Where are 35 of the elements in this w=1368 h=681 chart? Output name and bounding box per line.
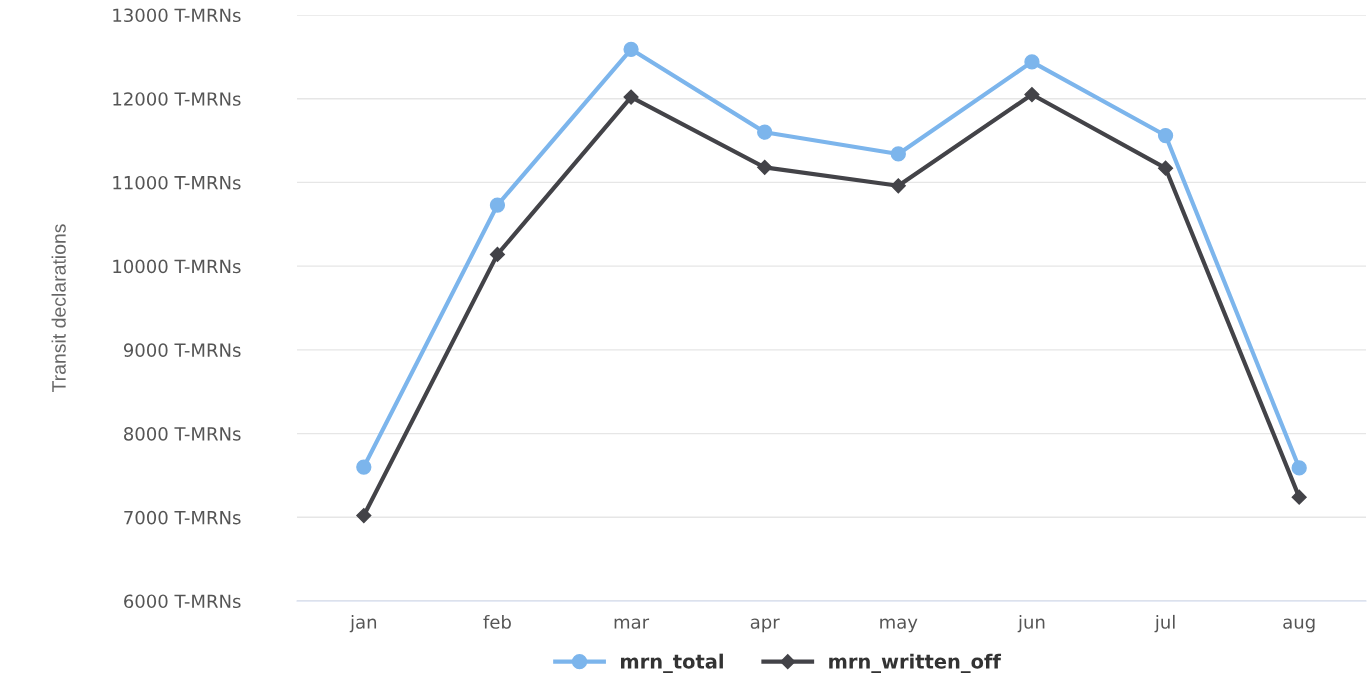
x-tick-label: apr — [750, 618, 780, 633]
y-axis-title: Transit declarations — [51, 224, 66, 393]
legend-label: mrn_total — [621, 653, 723, 674]
y-tick-label: 13000 T-MRNs — [113, 8, 241, 23]
x-tick-label: jun — [1017, 614, 1045, 633]
point — [489, 197, 506, 213]
x-tick-label: aug — [1283, 618, 1315, 633]
legend-label: mrn_written_off — [829, 653, 1002, 674]
point — [890, 146, 906, 162]
y-tick-label: 10000 T-MRNs — [113, 259, 241, 274]
y-tick-label: 7000 T-MRNs — [124, 510, 241, 525]
y-tick-label: 9000 T-MRNs — [123, 343, 241, 357]
point — [356, 508, 372, 524]
x-tick-label: may — [880, 618, 918, 633]
x-tick-label: jul — [1154, 614, 1175, 633]
point — [623, 41, 639, 57]
point — [757, 124, 773, 140]
y-tick-label: 6000 T-MRNs — [124, 594, 241, 609]
y-tick-label: 11000 T-MRNs — [113, 175, 241, 190]
point — [623, 89, 639, 105]
x-tick-label: feb — [483, 614, 511, 629]
point — [489, 246, 506, 262]
point — [1024, 54, 1040, 70]
point — [356, 459, 372, 475]
x-tick-label: jan — [349, 614, 377, 633]
point — [1157, 127, 1174, 144]
point — [1291, 489, 1307, 505]
point — [757, 159, 773, 175]
y-tick-label: 8000 T-MRNs — [124, 427, 241, 441]
point — [1024, 86, 1040, 103]
point — [1291, 460, 1307, 476]
point — [890, 178, 906, 194]
point — [1157, 160, 1174, 176]
y-tick-label: 12000 T-MRNs — [113, 92, 241, 106]
x-tick-label: mar — [614, 618, 650, 629]
